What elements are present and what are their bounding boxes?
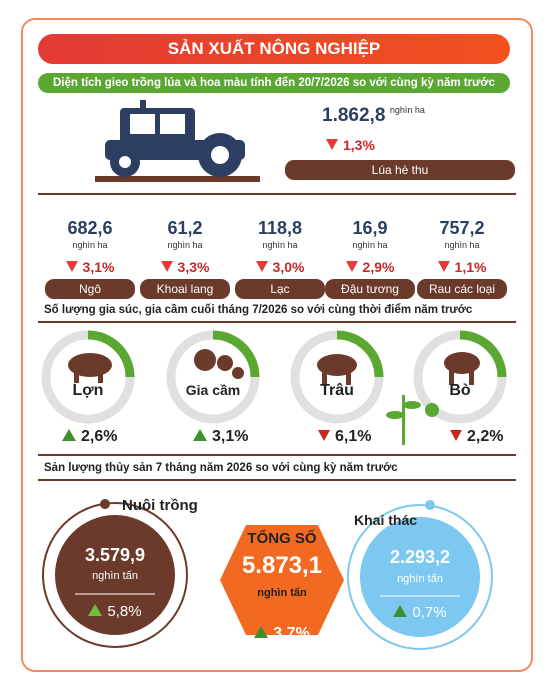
label: Nuôi trồng <box>122 497 198 514</box>
change-row: 6,1% <box>318 428 371 446</box>
fishery-shapes <box>42 499 493 650</box>
change: 5,8% <box>107 603 142 620</box>
unit: nghìn ha <box>444 240 480 250</box>
change-row: 3,1% <box>193 428 248 446</box>
divider <box>38 321 516 323</box>
change: 1,1% <box>454 259 487 275</box>
unit: nghìn ha <box>389 105 425 115</box>
value: 682,6 <box>67 218 113 238</box>
change: 3,3% <box>177 259 210 275</box>
change-row: 2,9% <box>322 259 418 277</box>
livestock-icons <box>41 330 507 445</box>
unit: nghìn tấn <box>92 570 138 582</box>
label: Đậu tương <box>325 279 415 299</box>
change-row: 0,7% <box>360 604 480 621</box>
change: 2,6% <box>81 428 118 445</box>
change: 3,7% <box>273 625 310 642</box>
change-row: 1,1% <box>414 259 510 277</box>
divider <box>38 454 516 456</box>
value: 16,9 <box>352 218 388 238</box>
section-title: Diện tích gieo trồng lúa và hoa màu tính… <box>38 73 510 93</box>
change: 3,1% <box>82 259 115 275</box>
rice-change: 1,3% <box>326 137 375 155</box>
label: Khoai lang <box>140 279 230 299</box>
label: Gia cầm <box>185 382 241 398</box>
change: 6,1% <box>335 428 372 445</box>
label: Trâu <box>320 382 354 399</box>
value: 118,8 <box>257 218 303 238</box>
section-title: Số lượng gia súc, gia cầm cuối tháng 7/2… <box>44 304 473 316</box>
change: 2,9% <box>362 259 395 275</box>
change: 3,1% <box>212 428 249 445</box>
change-row: 3,3% <box>137 259 233 277</box>
value: 1.862,8 <box>322 105 386 126</box>
title: SẢN XUẤT NÔNG NGHIỆP <box>38 34 510 64</box>
change: 0,7% <box>412 604 447 621</box>
label: TỔNG SỐ <box>247 530 317 547</box>
unit: nghìn ha <box>72 240 108 250</box>
label: Rau các loại <box>417 279 507 299</box>
unit: nghìn ha <box>262 240 298 250</box>
down-arrow <box>160 261 173 272</box>
change-row: 5,8% <box>55 603 175 620</box>
change-row: 3,1% <box>42 259 138 277</box>
unit: nghìn ha <box>167 240 203 250</box>
down-arrow <box>437 261 450 272</box>
label: Lúa hè thu <box>285 160 515 180</box>
unit: nghìn ha <box>352 240 388 250</box>
change: 1,3% <box>343 137 375 153</box>
divider <box>38 479 516 481</box>
down-arrow <box>65 261 78 272</box>
value: 5.873,1 <box>241 552 323 579</box>
label: Bò <box>449 382 471 399</box>
change-row: 2,6% <box>62 428 117 446</box>
label: Ngô <box>45 279 135 299</box>
label: Lạc <box>235 279 325 299</box>
value: 61,2 <box>167 218 203 238</box>
change-row: 3,0% <box>232 259 328 277</box>
down-arrow <box>255 261 268 272</box>
label: Lợn <box>72 382 104 399</box>
section-title: Sản lượng thủy sản 7 tháng năm 2026 so v… <box>44 462 398 474</box>
value: 3.579,9 <box>84 545 146 565</box>
value: 757,2 <box>439 218 485 238</box>
rice-value-group: 1.862,8 nghìn ha <box>322 105 425 127</box>
unit: nghìn tấn <box>397 573 443 585</box>
value: 2.293,2 <box>389 547 451 567</box>
change-row: 2,2% <box>450 428 503 446</box>
down-arrow <box>345 261 358 272</box>
tractor-icon <box>95 100 260 182</box>
divider <box>38 193 516 195</box>
label: Khai thác <box>354 512 418 528</box>
change-row: 3,7% <box>222 625 342 643</box>
change: 2,2% <box>467 428 504 445</box>
unit: nghìn tấn <box>257 587 307 599</box>
frame <box>21 18 533 672</box>
change: 3,0% <box>272 259 305 275</box>
